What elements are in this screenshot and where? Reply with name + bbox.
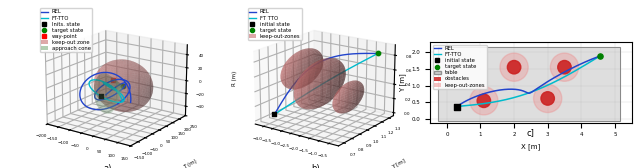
Legend: REL, FT-TTO, initial state, target state, table, obstacles, keep-out-zones: REL, FT-TTO, initial state, target state… (433, 45, 487, 89)
Circle shape (477, 94, 491, 108)
X-axis label: X [m]: X [m] (521, 143, 541, 150)
Circle shape (550, 53, 579, 81)
Legend: REL, FT TTO, initial state, target state, keep-out-zones: REL, FT TTO, initial state, target state… (248, 8, 302, 40)
Y-axis label: Y [m]: Y [m] (399, 73, 406, 92)
Circle shape (541, 92, 554, 105)
Text: a): a) (103, 164, 111, 168)
Circle shape (558, 60, 572, 74)
Point (595, 55, 605, 57)
Text: b): b) (311, 164, 320, 168)
Circle shape (500, 53, 528, 81)
Circle shape (470, 87, 498, 115)
Legend: REL, FT-TTO, Inits. state, target state, way-point, keep-out zone, approach cone: REL, FT-TTO, Inits. state, target state,… (40, 8, 92, 52)
Circle shape (534, 84, 562, 113)
Y-axis label: T (m): T (m) (182, 158, 198, 168)
Circle shape (508, 60, 521, 74)
Point (452, 105, 462, 108)
Y-axis label: Y [m]: Y [m] (390, 158, 406, 168)
Text: c]: c] (527, 129, 535, 138)
